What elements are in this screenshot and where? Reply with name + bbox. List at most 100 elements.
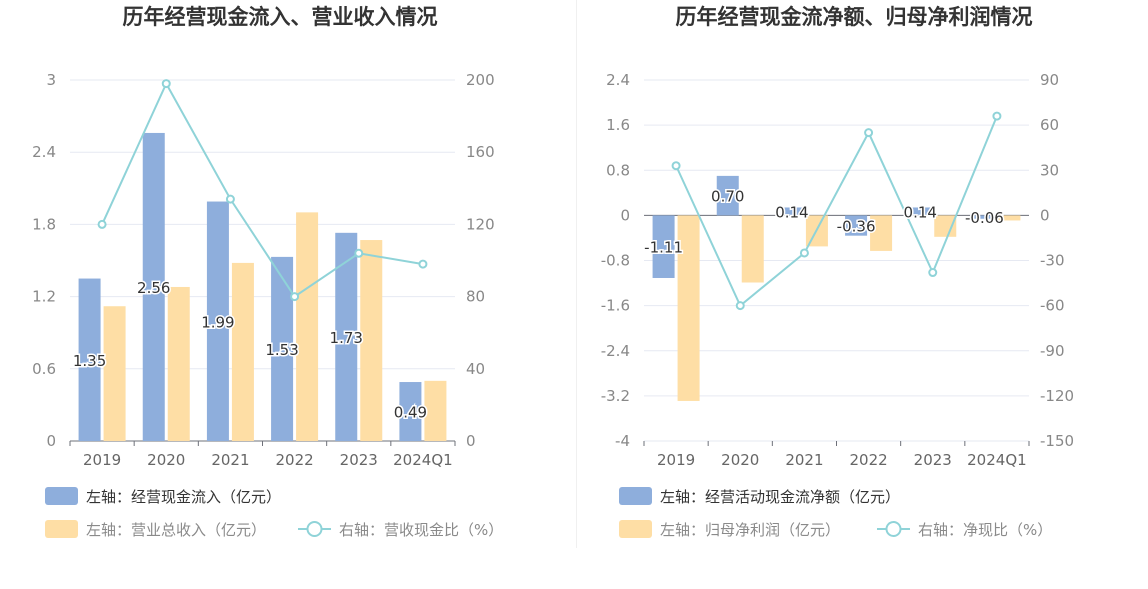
line-point <box>864 128 874 138</box>
right-axis-tick: 160 <box>466 143 495 161</box>
legend-label: 左轴：营业总收入（亿元） <box>86 521 266 539</box>
left-axis-tick: 0.6 <box>32 360 56 378</box>
left-axis-tick: -3.2 <box>601 387 630 405</box>
legend-swatch <box>45 520 78 538</box>
legend-line-marker <box>885 521 902 537</box>
right-axis-tick: 80 <box>466 288 485 306</box>
bar <box>335 232 358 441</box>
bar <box>424 380 447 441</box>
left-axis-tick: 3 <box>46 71 56 89</box>
right-axis-tick: 200 <box>466 71 495 89</box>
left-axis-tick: 0.8 <box>606 161 630 179</box>
bar <box>142 132 165 442</box>
left-axis-tick: -2.4 <box>601 342 630 360</box>
bar <box>677 215 700 401</box>
x-axis-tick: 2020 <box>721 451 759 469</box>
right-axis-tick: -150 <box>1040 432 1074 450</box>
left-axis-tick: 1.2 <box>32 288 56 306</box>
line-point <box>799 248 809 258</box>
bar <box>296 212 319 441</box>
line-point <box>354 248 364 258</box>
data-label: -0.36 <box>837 218 876 236</box>
line-point <box>992 111 1002 121</box>
data-label: 1.99 <box>201 313 234 331</box>
bar <box>103 306 126 441</box>
line-point <box>735 301 745 311</box>
line-point <box>671 161 681 171</box>
bar <box>652 215 675 278</box>
right-axis-tick: -30 <box>1040 252 1065 270</box>
panel-divider <box>576 0 577 548</box>
left-axis-tick: 2.4 <box>606 71 630 89</box>
x-axis-tick: 2023 <box>914 451 952 469</box>
left-axis-tick: 2.4 <box>32 143 56 161</box>
bar <box>998 215 1021 221</box>
left-axis-tick: -0.8 <box>601 252 630 270</box>
right-axis-tick: 120 <box>466 215 495 233</box>
right-axis-tick: -60 <box>1040 297 1065 315</box>
bar <box>167 286 190 441</box>
line-point <box>290 292 300 302</box>
legend-label: 左轴：经营现金流入（亿元） <box>86 488 281 506</box>
left-axis-tick: -4 <box>615 432 630 450</box>
data-label: 0.14 <box>775 203 808 221</box>
net-cash-flow-profit-chart: 历年经营现金流净额、归母净利润情况 -4 -150 -3.2 -120 -2.4 -90 -1… <box>601 5 1074 539</box>
x-axis-tick: 2020 <box>147 451 185 469</box>
left-axis-tick: 0 <box>46 432 56 450</box>
bar <box>271 256 294 441</box>
data-label: 1.53 <box>265 341 298 359</box>
x-axis-tick: 2019 <box>83 451 121 469</box>
x-axis-tick: 2024Q1 <box>967 451 1027 469</box>
bar <box>399 382 422 441</box>
legend-swatch <box>619 520 652 538</box>
legend-label: 左轴：经营活动现金流净额（亿元） <box>660 488 900 506</box>
x-axis-tick: 2021 <box>785 451 823 469</box>
data-label: 0.14 <box>904 203 937 221</box>
line-point <box>225 194 235 204</box>
right-axis-tick: 60 <box>1040 116 1059 134</box>
right-axis-tick: 90 <box>1040 71 1059 89</box>
left-axis-tick: 0 <box>620 206 630 224</box>
line-point <box>418 259 428 269</box>
right-axis-tick: 0 <box>1040 206 1050 224</box>
bar <box>716 175 739 216</box>
legend-swatch <box>619 487 652 505</box>
data-label: -0.06 <box>965 209 1004 227</box>
x-axis-tick: 2019 <box>657 451 695 469</box>
series-line <box>101 81 424 298</box>
legend-line-marker <box>306 521 323 537</box>
right-axis-tick: 0 <box>466 432 476 450</box>
legend-label: 右轴：营收现金比（%） <box>339 521 503 539</box>
x-axis-tick: 2024Q1 <box>393 451 453 469</box>
data-label: 0.70 <box>711 188 744 206</box>
right-axis-tick: -120 <box>1040 387 1074 405</box>
bar <box>360 240 383 441</box>
data-label: -1.11 <box>644 239 683 257</box>
chart-title: 历年经营现金流净额、归母净利润情况 <box>676 5 1033 29</box>
bar <box>934 215 957 237</box>
legend-swatch <box>45 487 78 505</box>
legend-label: 左轴：归母净利润（亿元） <box>660 521 840 539</box>
right-axis-tick: 40 <box>466 360 485 378</box>
left-axis-tick: 1.8 <box>32 215 56 233</box>
line-point <box>928 268 938 278</box>
legend-label: 右轴：净现比（%） <box>918 521 1052 539</box>
bar <box>78 278 101 441</box>
series-line <box>675 115 998 308</box>
bar <box>909 207 932 216</box>
left-axis-tick: -1.6 <box>601 297 630 315</box>
bar <box>231 262 254 441</box>
right-axis-tick: 30 <box>1040 161 1059 179</box>
right-axis-tick: -90 <box>1040 342 1065 360</box>
line-point <box>97 219 107 229</box>
x-axis-tick: 2023 <box>340 451 378 469</box>
data-label: 0.49 <box>394 404 427 422</box>
x-axis-tick: 2022 <box>275 451 313 469</box>
x-axis-tick: 2021 <box>211 451 249 469</box>
x-axis-tick: 2022 <box>849 451 887 469</box>
left-axis-tick: 1.6 <box>606 116 630 134</box>
bar <box>870 215 893 251</box>
line-point <box>161 79 171 89</box>
bar <box>780 207 803 216</box>
